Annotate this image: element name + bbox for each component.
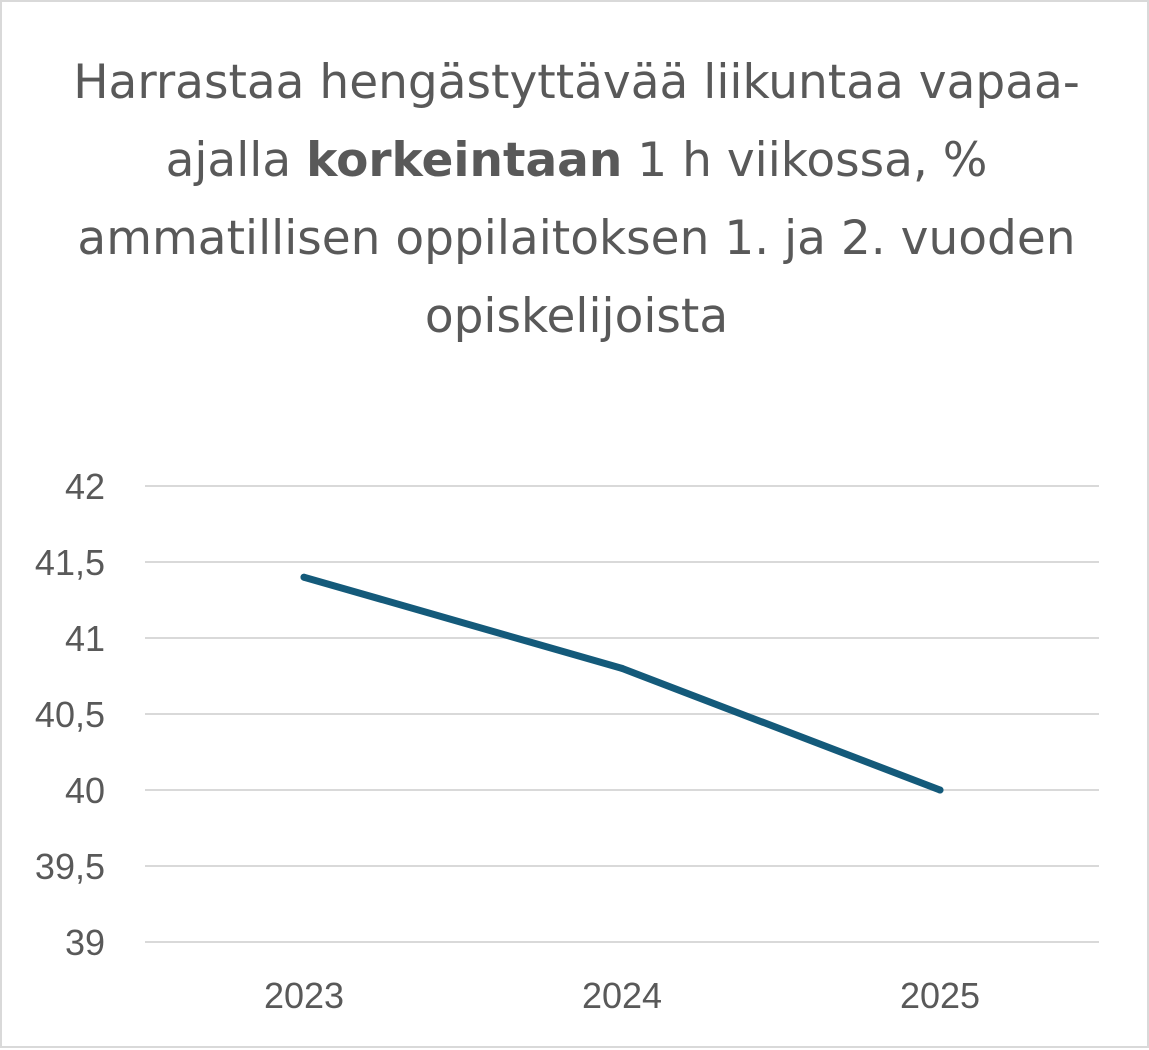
y-tick-label: 41 <box>65 618 105 659</box>
y-tick-label: 39,5 <box>35 846 105 887</box>
chart-title-part-2: 1 h viikossa, % ammatillisen oppilaitoks… <box>77 133 1076 344</box>
x-tick-label: 2024 <box>582 975 662 1016</box>
chart-title-bold: korkeintaan <box>306 133 623 188</box>
chart-title-part-1: Harrastaa hengästyttävää liikuntaa vapaa… <box>73 55 1080 188</box>
series-line <box>300 573 944 794</box>
x-tick-label: 2025 <box>900 975 980 1016</box>
y-tick-label: 41,5 <box>35 542 105 583</box>
y-tick-label: 39 <box>65 922 105 963</box>
data-point <box>936 786 944 794</box>
x-tick-label: 2023 <box>264 975 344 1016</box>
data-point <box>618 664 626 672</box>
y-tick-label: 40,5 <box>35 694 105 735</box>
data-point <box>300 573 308 581</box>
chart-title: Harrastaa hengästyttävää liikuntaa vapaa… <box>62 44 1091 356</box>
y-tick-label: 42 <box>65 466 105 507</box>
y-tick-label: 40 <box>65 770 105 811</box>
